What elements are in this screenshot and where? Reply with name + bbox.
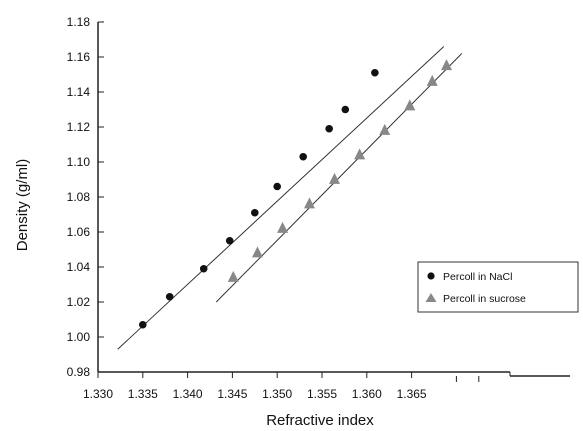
data-point-nacl — [139, 320, 147, 329]
data-point-nacl — [371, 68, 379, 77]
y-tick-label: 1.12 — [67, 120, 91, 134]
data-point-sucrose — [379, 123, 391, 135]
x-tick-label: 1.330 — [83, 387, 113, 401]
x-tick-label: 1.365 — [397, 387, 427, 401]
data-point-sucrose — [277, 221, 289, 233]
data-point-nacl — [341, 105, 350, 114]
fit-line-nacl — [117, 46, 445, 350]
data-point-sucrose — [303, 197, 315, 209]
y-axis-title: Density (g/ml) — [14, 159, 31, 252]
data-point-sucrose — [354, 148, 366, 160]
data-point-sucrose — [329, 172, 341, 184]
y-tick-label: 0.98 — [67, 365, 91, 379]
legend-label-sucrose: Percoll in sucrose — [443, 293, 526, 305]
x-axis-title: Refractive index — [266, 412, 374, 429]
data-point-sucrose — [251, 246, 263, 258]
data-points — [139, 59, 453, 329]
x-tick-label: 1.360 — [352, 387, 382, 401]
y-tick-label: 1.04 — [67, 260, 91, 274]
y-tick-label: 1.00 — [67, 330, 91, 344]
y-tick-label: 1.14 — [67, 85, 91, 99]
data-point-nacl — [165, 292, 174, 301]
y-tick-label: 1.18 — [67, 15, 91, 29]
legend-box — [417, 261, 579, 313]
data-point-nacl — [273, 182, 282, 191]
data-point-nacl — [225, 236, 234, 245]
fit-lines — [117, 46, 463, 350]
y-ticks: 0.98 1.00 1.02 1.04 1.06 1.08 1.10 1.12 1.14 1.16… — [67, 15, 104, 379]
data-point-nacl — [199, 264, 208, 273]
data-point-nacl — [325, 124, 333, 133]
legend-marker-nacl — [427, 272, 435, 280]
legend: Percoll in NaCl Percoll in sucrose — [417, 261, 579, 313]
y-tick-label: 1.02 — [67, 295, 91, 309]
axes — [97, 22, 570, 377]
y-tick-label: 1.08 — [67, 190, 91, 204]
x-tick-label: 1.350 — [262, 387, 292, 401]
data-point-sucrose — [227, 270, 239, 282]
data-point-sucrose — [426, 74, 438, 86]
x-ticks: 1.330 1.335 1.340 1.345 1.350 1.355 1.360 1.365 — [83, 372, 480, 401]
y-tick-label: 1.06 — [67, 225, 91, 239]
data-point-sucrose — [441, 59, 453, 71]
data-point-nacl — [251, 208, 259, 217]
fit-line-sucrose — [215, 53, 463, 303]
data-point-sucrose — [404, 99, 416, 111]
legend-label-nacl: Percoll in NaCl — [443, 271, 512, 283]
data-point-nacl — [299, 152, 307, 161]
y-tick-label: 1.16 — [67, 50, 91, 64]
x-tick-label: 1.345 — [217, 387, 247, 401]
x-tick-label: 1.340 — [173, 387, 203, 401]
x-tick-label: 1.335 — [128, 387, 158, 401]
x-tick-label: 1.355 — [307, 387, 337, 401]
legend-marker-sucrose — [425, 293, 437, 302]
y-tick-label: 1.10 — [67, 155, 91, 169]
